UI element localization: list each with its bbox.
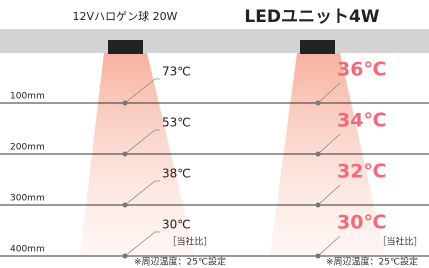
left-temperature: 73℃ [162, 65, 191, 79]
right-temperature: 36℃ [337, 59, 386, 81]
dot [123, 254, 128, 259]
dot [123, 101, 128, 106]
rows: 100mm 73℃ 36℃ 200mm 53℃ 34℃ 300mm 38℃ 32℃ 400mm 30… [0, 59, 429, 259]
right-title: LEDユニット4W [244, 7, 379, 27]
distance-label: 100mm [10, 92, 45, 102]
diagram: 12Vハロゲン球 20W LEDユニット4W 100mm 73℃ 36℃ 200mm 5… [0, 0, 429, 268]
ceiling [0, 29, 429, 53]
distance-label: 300mm [10, 194, 45, 204]
condition: ※周辺温度：25℃設定 [134, 256, 226, 268]
dot [316, 101, 321, 106]
left-title: 12Vハロゲン球 20W [73, 9, 178, 23]
right-temperature: 34℃ [337, 110, 386, 132]
dot [123, 152, 128, 157]
right-temperature: 30℃ [337, 212, 386, 234]
left-temperature: 53℃ [162, 116, 191, 130]
left-temperature: 38℃ [162, 167, 191, 181]
left-temperature: 30℃ [162, 218, 191, 232]
fixture [300, 40, 335, 54]
dot [316, 254, 321, 259]
note: ［当社比］ [377, 236, 422, 248]
distance-label: 200mm [10, 143, 45, 153]
dot [316, 203, 321, 208]
fixture [108, 40, 143, 54]
condition: ※周辺温度：25℃設定 [326, 256, 418, 268]
note: ［当社比］ [167, 236, 212, 248]
dot [123, 203, 128, 208]
dot [316, 152, 321, 157]
distance-label: 400mm [10, 245, 45, 255]
right-temperature: 32℃ [337, 161, 386, 183]
